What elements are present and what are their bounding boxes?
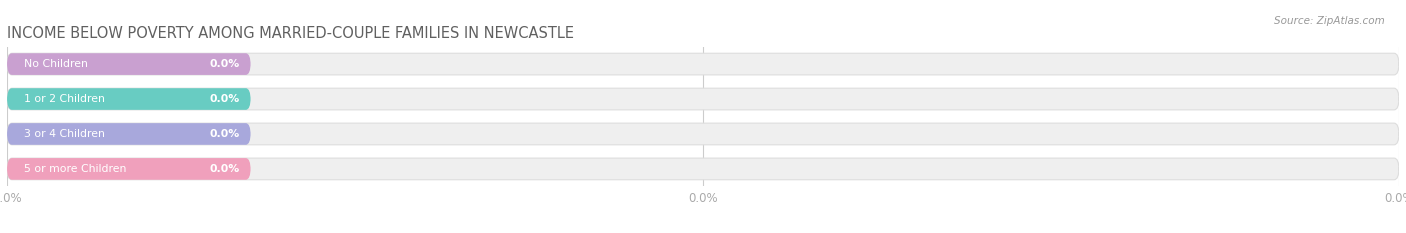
FancyBboxPatch shape bbox=[7, 158, 250, 180]
FancyBboxPatch shape bbox=[7, 88, 1399, 110]
FancyBboxPatch shape bbox=[7, 123, 1399, 145]
FancyBboxPatch shape bbox=[7, 53, 1399, 75]
Text: INCOME BELOW POVERTY AMONG MARRIED-COUPLE FAMILIES IN NEWCASTLE: INCOME BELOW POVERTY AMONG MARRIED-COUPL… bbox=[7, 26, 574, 41]
Text: 0.0%: 0.0% bbox=[209, 129, 239, 139]
Text: 0.0%: 0.0% bbox=[209, 59, 239, 69]
FancyBboxPatch shape bbox=[7, 123, 250, 145]
Text: 5 or more Children: 5 or more Children bbox=[24, 164, 127, 174]
Text: 1 or 2 Children: 1 or 2 Children bbox=[24, 94, 104, 104]
Text: Source: ZipAtlas.com: Source: ZipAtlas.com bbox=[1274, 16, 1385, 26]
FancyBboxPatch shape bbox=[7, 53, 250, 75]
Text: 0.0%: 0.0% bbox=[209, 94, 239, 104]
Text: No Children: No Children bbox=[24, 59, 87, 69]
Text: 0.0%: 0.0% bbox=[209, 164, 239, 174]
FancyBboxPatch shape bbox=[7, 88, 250, 110]
Text: 3 or 4 Children: 3 or 4 Children bbox=[24, 129, 104, 139]
FancyBboxPatch shape bbox=[7, 158, 1399, 180]
